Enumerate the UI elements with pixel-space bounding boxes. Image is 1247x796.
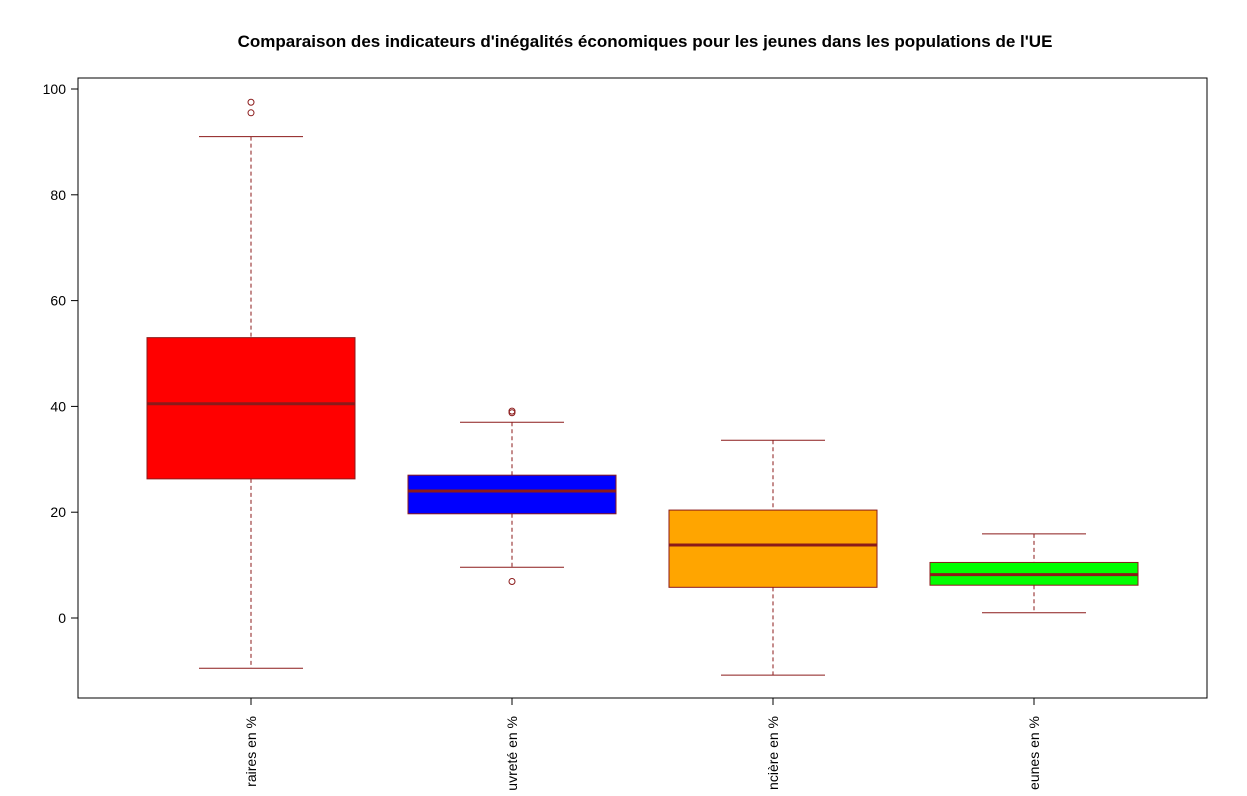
box-4 <box>929 533 1139 614</box>
y-tick-label: 40 <box>50 398 66 414</box>
y-tick-label: 60 <box>50 293 66 309</box>
x-category-label: raires en % <box>243 716 259 787</box>
outlier-point <box>247 98 255 106</box>
y-axis: 0 20 40 60 80 100 <box>43 81 79 626</box>
outlier-point <box>508 577 516 585</box>
box-iqr <box>407 474 617 515</box>
x-category-label: eunes en % <box>1026 716 1042 790</box>
outlier-point <box>508 407 516 415</box>
box-2 <box>407 407 617 585</box>
y-tick-label: 20 <box>50 504 66 520</box>
outlier-point <box>247 109 255 117</box>
x-category-label: ncière en % <box>765 716 781 790</box>
x-axis-labels: raires en % uvreté en % ncière en % eunes e… <box>243 697 1042 791</box>
box-group <box>146 98 1139 676</box>
y-tick-label: 100 <box>43 81 67 97</box>
chart-title: Comparaison des indicateurs d'inégalités… <box>238 32 1053 51</box>
y-tick-label: 80 <box>50 187 66 203</box>
box-1 <box>146 98 356 669</box>
y-tick-label: 0 <box>58 610 66 626</box>
x-category-label: uvreté en % <box>504 716 520 791</box>
box-3 <box>668 439 878 676</box>
box-iqr <box>146 337 356 480</box>
box-iqr <box>668 509 878 588</box>
